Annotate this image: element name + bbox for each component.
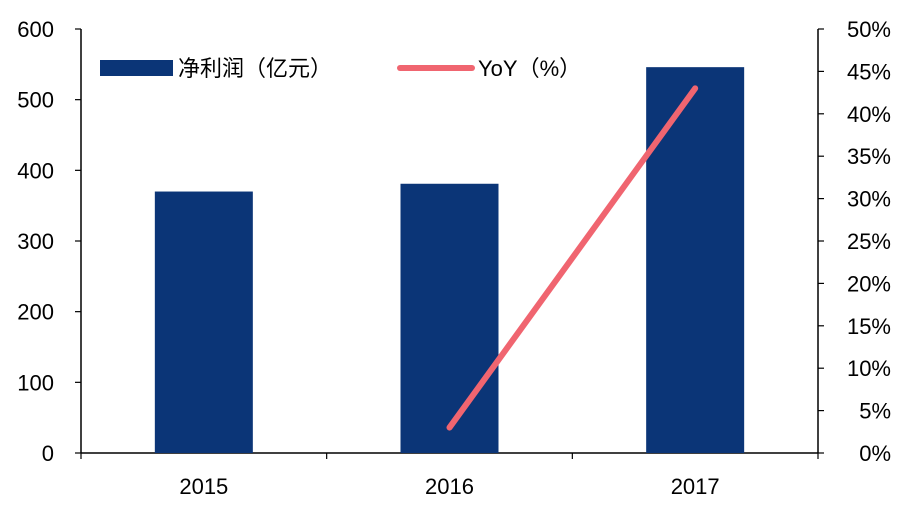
left-tick-label: 400 <box>17 158 54 183</box>
right-tick-label: 25% <box>847 229 891 254</box>
right-tick-label: 40% <box>847 102 891 127</box>
legend-bar-swatch <box>100 60 173 76</box>
left-tick-label: 200 <box>17 300 54 325</box>
x-tick-label: 2015 <box>179 474 228 499</box>
legend: 净利润（亿元） YoY（%） <box>100 56 581 81</box>
left-tick-label: 0 <box>42 441 54 466</box>
bars <box>155 67 744 453</box>
left-tick-label: 100 <box>17 370 54 395</box>
left-tick-label: 300 <box>17 229 54 254</box>
right-tick-label: 20% <box>847 271 891 296</box>
right-tick-label: 50% <box>847 17 891 42</box>
x-tick-label: 2016 <box>425 474 474 499</box>
right-tick-label: 35% <box>847 144 891 169</box>
right-tick-label: 5% <box>859 399 891 424</box>
bar-2017 <box>646 67 744 453</box>
right-tick-label: 15% <box>847 314 891 339</box>
right-tick-label: 30% <box>847 187 891 212</box>
bar-2016 <box>401 184 499 453</box>
legend-line-label: YoY（%） <box>478 56 581 81</box>
left-tick-label: 600 <box>17 17 54 42</box>
bar-2015 <box>155 192 253 453</box>
x-tick-label: 2017 <box>671 474 720 499</box>
left-tick-label: 500 <box>17 88 54 113</box>
right-tick-label: 45% <box>847 59 891 84</box>
legend-bar-label: 净利润（亿元） <box>178 56 332 81</box>
right-tick-label: 10% <box>847 356 891 381</box>
right-tick-label: 0% <box>859 441 891 466</box>
